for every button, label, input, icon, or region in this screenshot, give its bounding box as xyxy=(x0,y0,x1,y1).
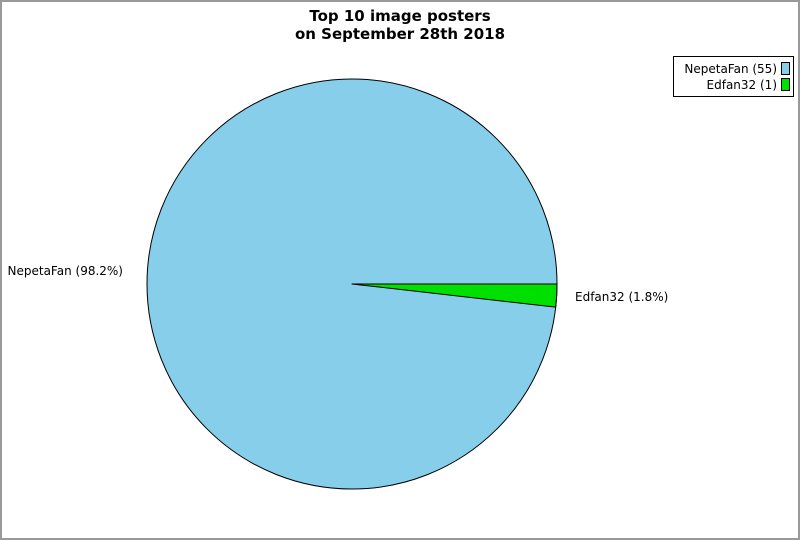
pie-slice-edfan32 xyxy=(351,283,558,308)
legend-box: NepetaFan (55) Edfan32 (1) xyxy=(673,56,794,97)
chart-title-line1: Top 10 image posters xyxy=(309,7,491,25)
chart-title: Top 10 image posters on September 28th 2… xyxy=(2,7,798,43)
legend-swatch-edfan32 xyxy=(781,78,790,91)
legend-label-edfan32: Edfan32 (1) xyxy=(706,77,777,92)
legend-swatch-nepetafan xyxy=(781,62,790,75)
legend-item-edfan32: Edfan32 (1) xyxy=(678,77,790,92)
legend-item-nepetafan: NepetaFan (55) xyxy=(678,61,790,76)
legend-label-nepetafan: NepetaFan (55) xyxy=(684,61,777,76)
chart-title-line2: on September 28th 2018 xyxy=(294,25,506,43)
slice-label-nepetafan: NepetaFan (98.2%) xyxy=(7,264,123,278)
slice-label-edfan32: Edfan32 (1.8%) xyxy=(575,290,669,304)
